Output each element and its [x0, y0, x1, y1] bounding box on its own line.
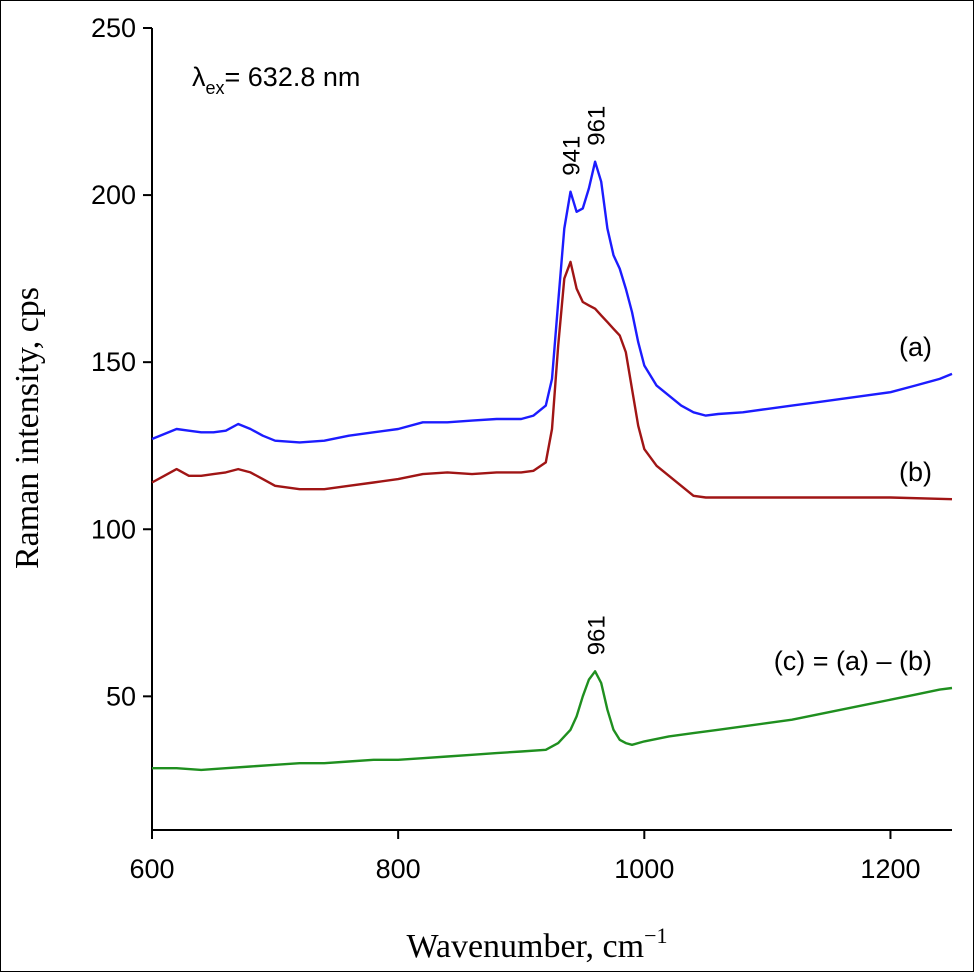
x-tick-label: 1200 — [860, 854, 920, 884]
lambda-symbol: λ — [192, 62, 206, 92]
y-tick-label: 100 — [91, 514, 136, 544]
y-axis-title: Raman intensity, cps — [9, 287, 46, 569]
series-b-label: (b) — [899, 457, 932, 487]
x-tick-label: 1000 — [614, 854, 674, 884]
excitation-label: λex= 632.8 nm — [192, 62, 360, 98]
x-tick-label: 800 — [376, 854, 421, 884]
y-tick-label: 250 — [91, 13, 136, 43]
x-tick-label: 600 — [129, 854, 174, 884]
peak-label: 941 — [559, 136, 586, 176]
series-a-line — [151, 160, 953, 444]
y-ticks: 50 100 150 200 250 — [91, 13, 152, 711]
series-layer: (a) (b) (c) = (a) – (b) — [151, 160, 953, 772]
y-tick-label: 50 — [106, 681, 136, 711]
x-axis-title: Wavenumber, cm−1 — [406, 923, 667, 965]
x-axis-title-text: Wavenumber, cm — [406, 928, 644, 965]
series-c-label: (c) = (a) – (b) — [774, 646, 932, 676]
excitation-value: = 632.8 nm — [225, 62, 361, 92]
series-c-line — [152, 670, 953, 772]
series-b-line — [151, 260, 953, 501]
x-ticks: 600 800 1000 1200 — [129, 830, 921, 884]
peak-label: 961 — [583, 106, 610, 146]
y-tick-label: 150 — [91, 347, 136, 377]
y-tick-label: 200 — [91, 180, 136, 210]
peak-label: 961 — [583, 615, 610, 655]
x-axis-title-superscript: −1 — [644, 923, 667, 948]
lambda-subscript: ex — [206, 78, 225, 98]
series-a-label: (a) — [899, 332, 932, 362]
